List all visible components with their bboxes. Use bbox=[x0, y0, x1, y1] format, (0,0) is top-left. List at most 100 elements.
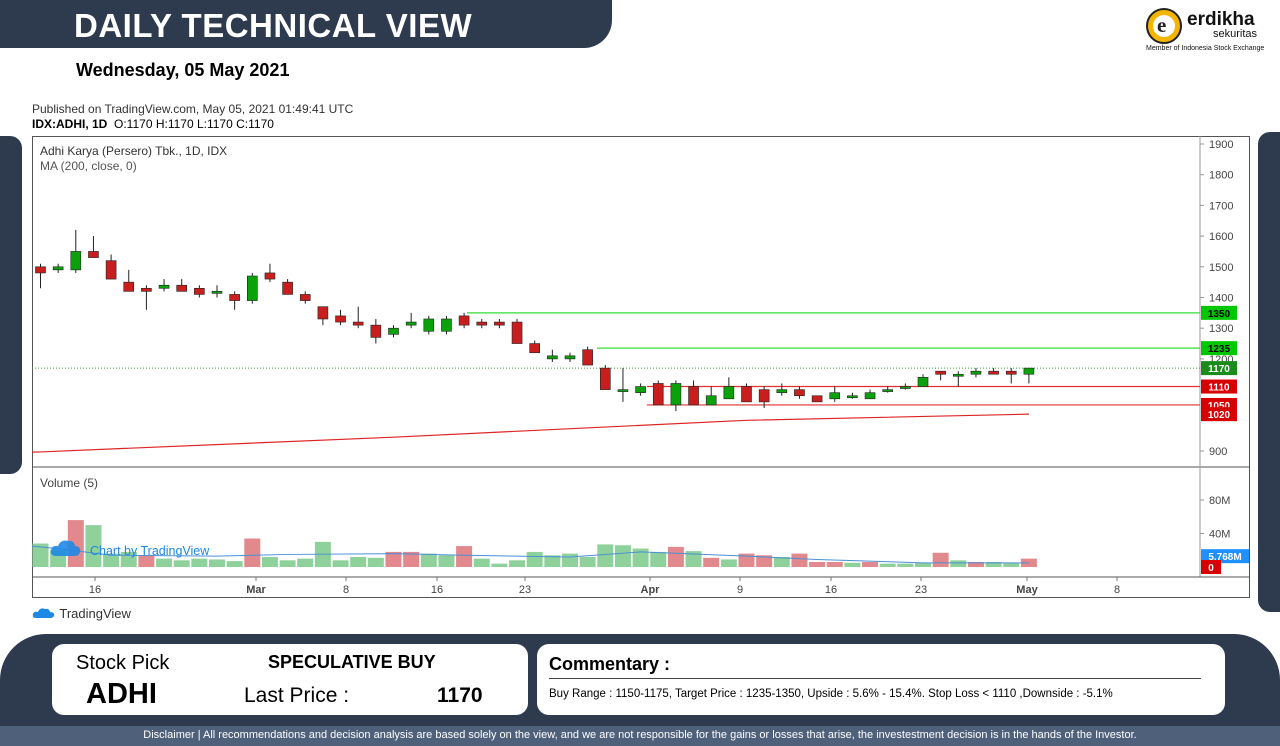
volume-bar bbox=[791, 553, 808, 567]
candle-body bbox=[652, 383, 664, 406]
volume-bar bbox=[473, 558, 490, 567]
stock-pick-box bbox=[52, 644, 528, 715]
candle-body bbox=[370, 324, 382, 338]
candle-body bbox=[405, 321, 417, 326]
candle-body bbox=[952, 373, 964, 377]
volume-bar bbox=[932, 552, 949, 567]
chart-title: Adhi Karya (Persero) Tbk., 1D, IDX bbox=[40, 144, 227, 158]
candle-body bbox=[158, 284, 170, 289]
volume-bar bbox=[261, 556, 278, 567]
candle-body bbox=[811, 395, 823, 403]
volume-bar bbox=[703, 557, 720, 567]
volume-bar bbox=[597, 544, 614, 567]
volume-bar bbox=[526, 551, 543, 567]
candle-body bbox=[476, 321, 488, 326]
candle-body bbox=[670, 383, 682, 406]
ohlc-values: O:1170 H:1170 L:1170 C:1170 bbox=[114, 117, 274, 131]
candle-body bbox=[547, 355, 558, 360]
candle-body bbox=[635, 386, 646, 393]
volume-bar bbox=[279, 560, 296, 567]
candle-body bbox=[35, 266, 46, 274]
candle-body bbox=[105, 260, 117, 280]
candle-body bbox=[776, 389, 788, 393]
time-tick-label: 8 bbox=[343, 584, 349, 596]
candle-body bbox=[88, 251, 99, 258]
commentary-divider bbox=[549, 678, 1201, 679]
logo-inner bbox=[1153, 15, 1175, 37]
volume-bar bbox=[509, 560, 526, 567]
price-tick-label: 1500 bbox=[1209, 262, 1233, 274]
published-info: Published on TradingView.com, May 05, 20… bbox=[32, 102, 354, 116]
volume-bar bbox=[103, 553, 120, 567]
indicator-label: MA (200, close, 0) bbox=[40, 159, 137, 173]
price-tick-label: 900 bbox=[1209, 446, 1227, 458]
volume-bar bbox=[32, 543, 49, 567]
time-tick-label: 23 bbox=[915, 584, 927, 596]
time-tick-label: 23 bbox=[519, 584, 531, 596]
volume-title: Volume (5) bbox=[40, 476, 98, 490]
volume-label: 0 bbox=[1208, 563, 1214, 574]
candle-body bbox=[52, 266, 64, 271]
candle-body bbox=[247, 275, 258, 301]
volume-bar bbox=[826, 561, 843, 567]
level-label-bg-1110 bbox=[1201, 379, 1237, 394]
volume-label: 5.768M bbox=[1208, 552, 1241, 563]
level-label-1050: 1050 bbox=[1208, 401, 1231, 412]
page-title: DAILY TECHNICAL VIEW bbox=[74, 7, 473, 44]
volume-bar bbox=[156, 558, 173, 567]
commentary-title: Commentary : bbox=[549, 654, 671, 674]
volume-bar bbox=[173, 560, 190, 567]
price-tick-label: 1700 bbox=[1209, 200, 1233, 212]
candle-body bbox=[847, 395, 858, 399]
stock-pick-label: Stock Pick bbox=[76, 652, 170, 674]
logo-letter: e bbox=[1157, 13, 1167, 37]
time-tick-label: Apr bbox=[641, 584, 661, 596]
volume-bar bbox=[456, 546, 473, 567]
volume-bar bbox=[138, 555, 155, 567]
tradingview-label: TradingView bbox=[59, 606, 131, 621]
volume-bar bbox=[809, 561, 826, 567]
time-tick-label: 8 bbox=[1114, 584, 1120, 596]
candle-body bbox=[705, 395, 717, 406]
candle-body bbox=[335, 315, 346, 323]
candle-body bbox=[511, 321, 523, 344]
time-tick-label: May bbox=[1016, 584, 1038, 596]
candle-body bbox=[741, 386, 752, 403]
candle-body bbox=[229, 294, 240, 301]
disclaimer-text: Disclaimer | All recommendations and dec… bbox=[143, 729, 1137, 741]
time-tick-label: 16 bbox=[431, 584, 443, 596]
candle-body bbox=[352, 321, 364, 326]
candle-body bbox=[564, 355, 576, 360]
volume-tick-label: 40M bbox=[1209, 529, 1230, 541]
candle-body bbox=[529, 343, 541, 354]
candle-body bbox=[758, 389, 770, 403]
header-banner bbox=[0, 0, 612, 48]
disclaimer-bar bbox=[0, 726, 1280, 746]
candle-body bbox=[317, 306, 329, 320]
recommendation: SPECULATIVE BUY bbox=[268, 652, 436, 672]
volume-bar bbox=[1003, 562, 1020, 567]
time-tick-label: 16 bbox=[825, 584, 837, 596]
volume-bar bbox=[862, 561, 879, 567]
price-tick-label: 1300 bbox=[1209, 323, 1233, 335]
volume-bar bbox=[244, 538, 261, 567]
level-label-bg-1170 bbox=[1201, 361, 1237, 376]
level-label-1170: 1170 bbox=[1208, 364, 1230, 375]
price-tick-label: 1600 bbox=[1209, 231, 1233, 243]
candle-body bbox=[617, 389, 629, 392]
last-price-value: 1170 bbox=[437, 684, 483, 707]
candle-body bbox=[970, 370, 982, 375]
volume-bar bbox=[420, 553, 437, 567]
candle-body bbox=[264, 272, 276, 280]
level-label-1235: 1235 bbox=[1208, 344, 1231, 355]
logo-member-text: Member of Indonesia Stock Exchange bbox=[1146, 45, 1265, 52]
candle-body bbox=[299, 294, 311, 301]
watermark-label: Chart by TradingView bbox=[90, 544, 210, 558]
stock-code: ADHI bbox=[86, 678, 157, 710]
candle-body bbox=[141, 287, 152, 292]
price-tick-label: 1900 bbox=[1209, 139, 1233, 151]
volume-ma-line bbox=[32, 545, 1029, 564]
candle-body bbox=[935, 370, 946, 375]
volume-bar bbox=[632, 548, 649, 567]
volume-bar bbox=[191, 558, 208, 567]
